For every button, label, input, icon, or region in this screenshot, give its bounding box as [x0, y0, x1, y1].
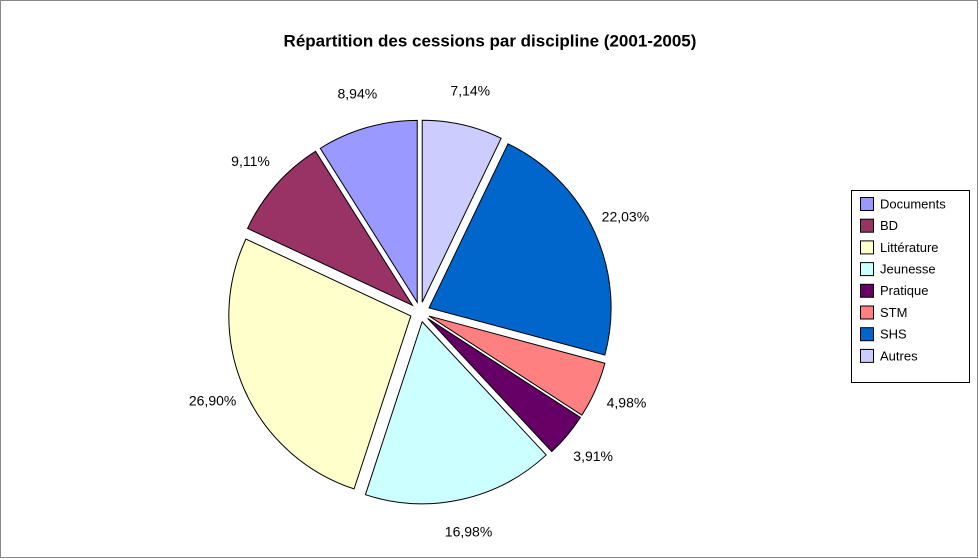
- pie-slice: [246, 150, 414, 307]
- data-label: 26,90%: [189, 392, 236, 408]
- pie-slice: [228, 238, 412, 490]
- pie-slice: [319, 119, 418, 305]
- legend-label: BD: [880, 218, 898, 233]
- legend-swatch: [860, 283, 874, 298]
- data-label: 4,98%: [607, 395, 647, 411]
- legend-swatch: [860, 327, 874, 342]
- legend-swatch: [860, 262, 874, 277]
- legend-label: Autres: [880, 348, 918, 363]
- legend-label: STM: [880, 305, 907, 320]
- pie-slice: [421, 119, 502, 303]
- data-label: 7,14%: [450, 82, 490, 98]
- pie-slice: [364, 320, 547, 505]
- legend-label: Jeunesse: [880, 262, 936, 277]
- pie-slice: [428, 315, 606, 416]
- data-label: 8,94%: [337, 86, 377, 102]
- legend-swatch: [860, 240, 874, 255]
- data-label: 3,91%: [573, 448, 613, 464]
- pie-slice: [427, 318, 582, 453]
- legend-label: Littérature: [880, 240, 939, 255]
- legend-swatch: [860, 197, 874, 211]
- pie-slice: [428, 143, 612, 356]
- legend-label: SHS: [880, 327, 907, 342]
- legend-label: Documents: [880, 196, 946, 211]
- legend-label: Pratique: [880, 283, 928, 298]
- data-label: 16,98%: [445, 523, 492, 539]
- chart-title: Répartition des cessions par discipline …: [284, 31, 697, 50]
- legend-swatch: [860, 305, 874, 320]
- data-label: 9,11%: [231, 153, 270, 169]
- data-label: 22,03%: [602, 208, 649, 224]
- legend-swatch: [860, 218, 874, 233]
- legend-swatch: [860, 348, 874, 363]
